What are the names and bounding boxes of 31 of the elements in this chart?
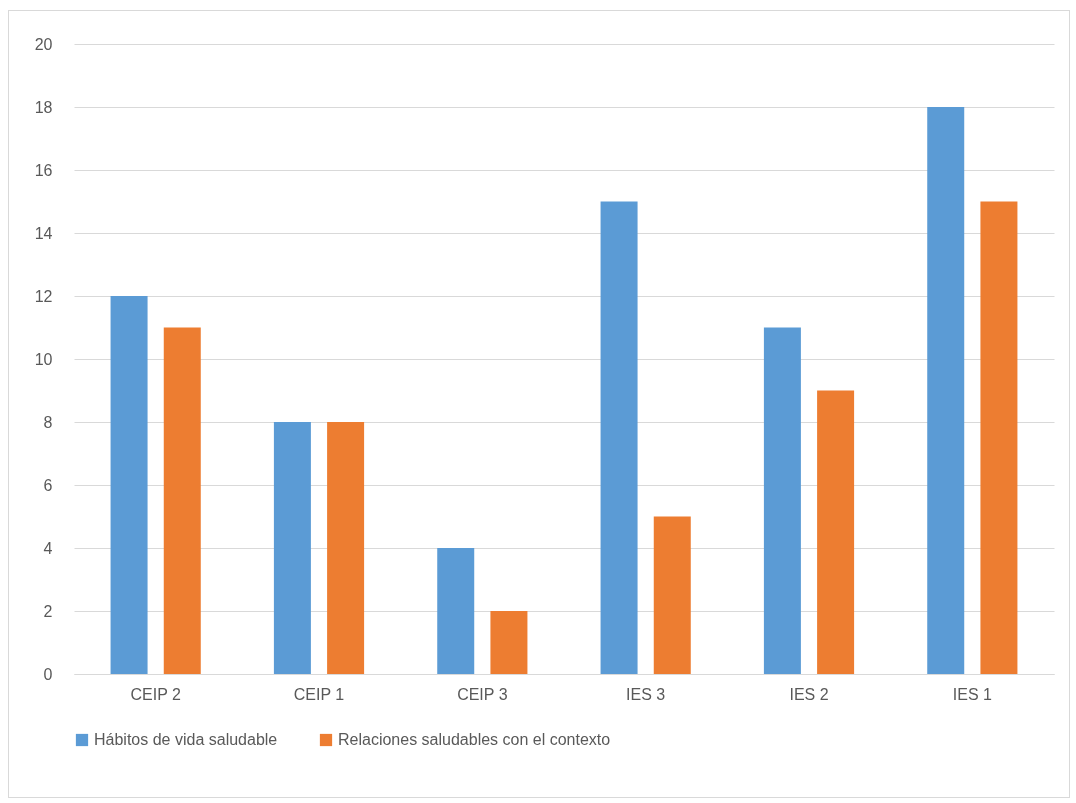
bar [980,201,1018,674]
y-tick-label: 6 [43,476,53,494]
bar [110,296,148,674]
x-tick-label: IES 3 [626,685,666,703]
y-tick-label: 10 [34,350,53,368]
x-tick-label: IES 2 [789,685,829,703]
bar [490,611,528,674]
y-tick-label: 16 [34,161,53,179]
y-tick-label: 8 [43,413,53,431]
legend-label: Hábitos de vida saludable [94,731,278,748]
x-tick-label: CEIP 2 [130,685,181,703]
bar [163,327,201,674]
y-tick-label: 2 [43,602,53,620]
y-tick-label: 12 [34,287,53,305]
y-tick-label: 18 [34,98,53,116]
bar [817,390,855,674]
bar [927,107,965,674]
bar [600,201,638,674]
y-tick-label: 14 [34,224,53,242]
legend-label: Relaciones saludables con el contexto [338,731,611,748]
y-tick-label: 20 [34,35,53,53]
y-tick-label: 4 [43,539,53,557]
bar [327,422,365,674]
bar [437,548,475,674]
x-tick-label: IES 1 [952,685,992,703]
bar [763,327,801,674]
y-tick-label: 0 [43,665,53,683]
x-tick-label: CEIP 1 [293,685,345,703]
bar [653,516,691,674]
bar [273,422,311,674]
x-tick-label: CEIP 3 [457,685,508,703]
